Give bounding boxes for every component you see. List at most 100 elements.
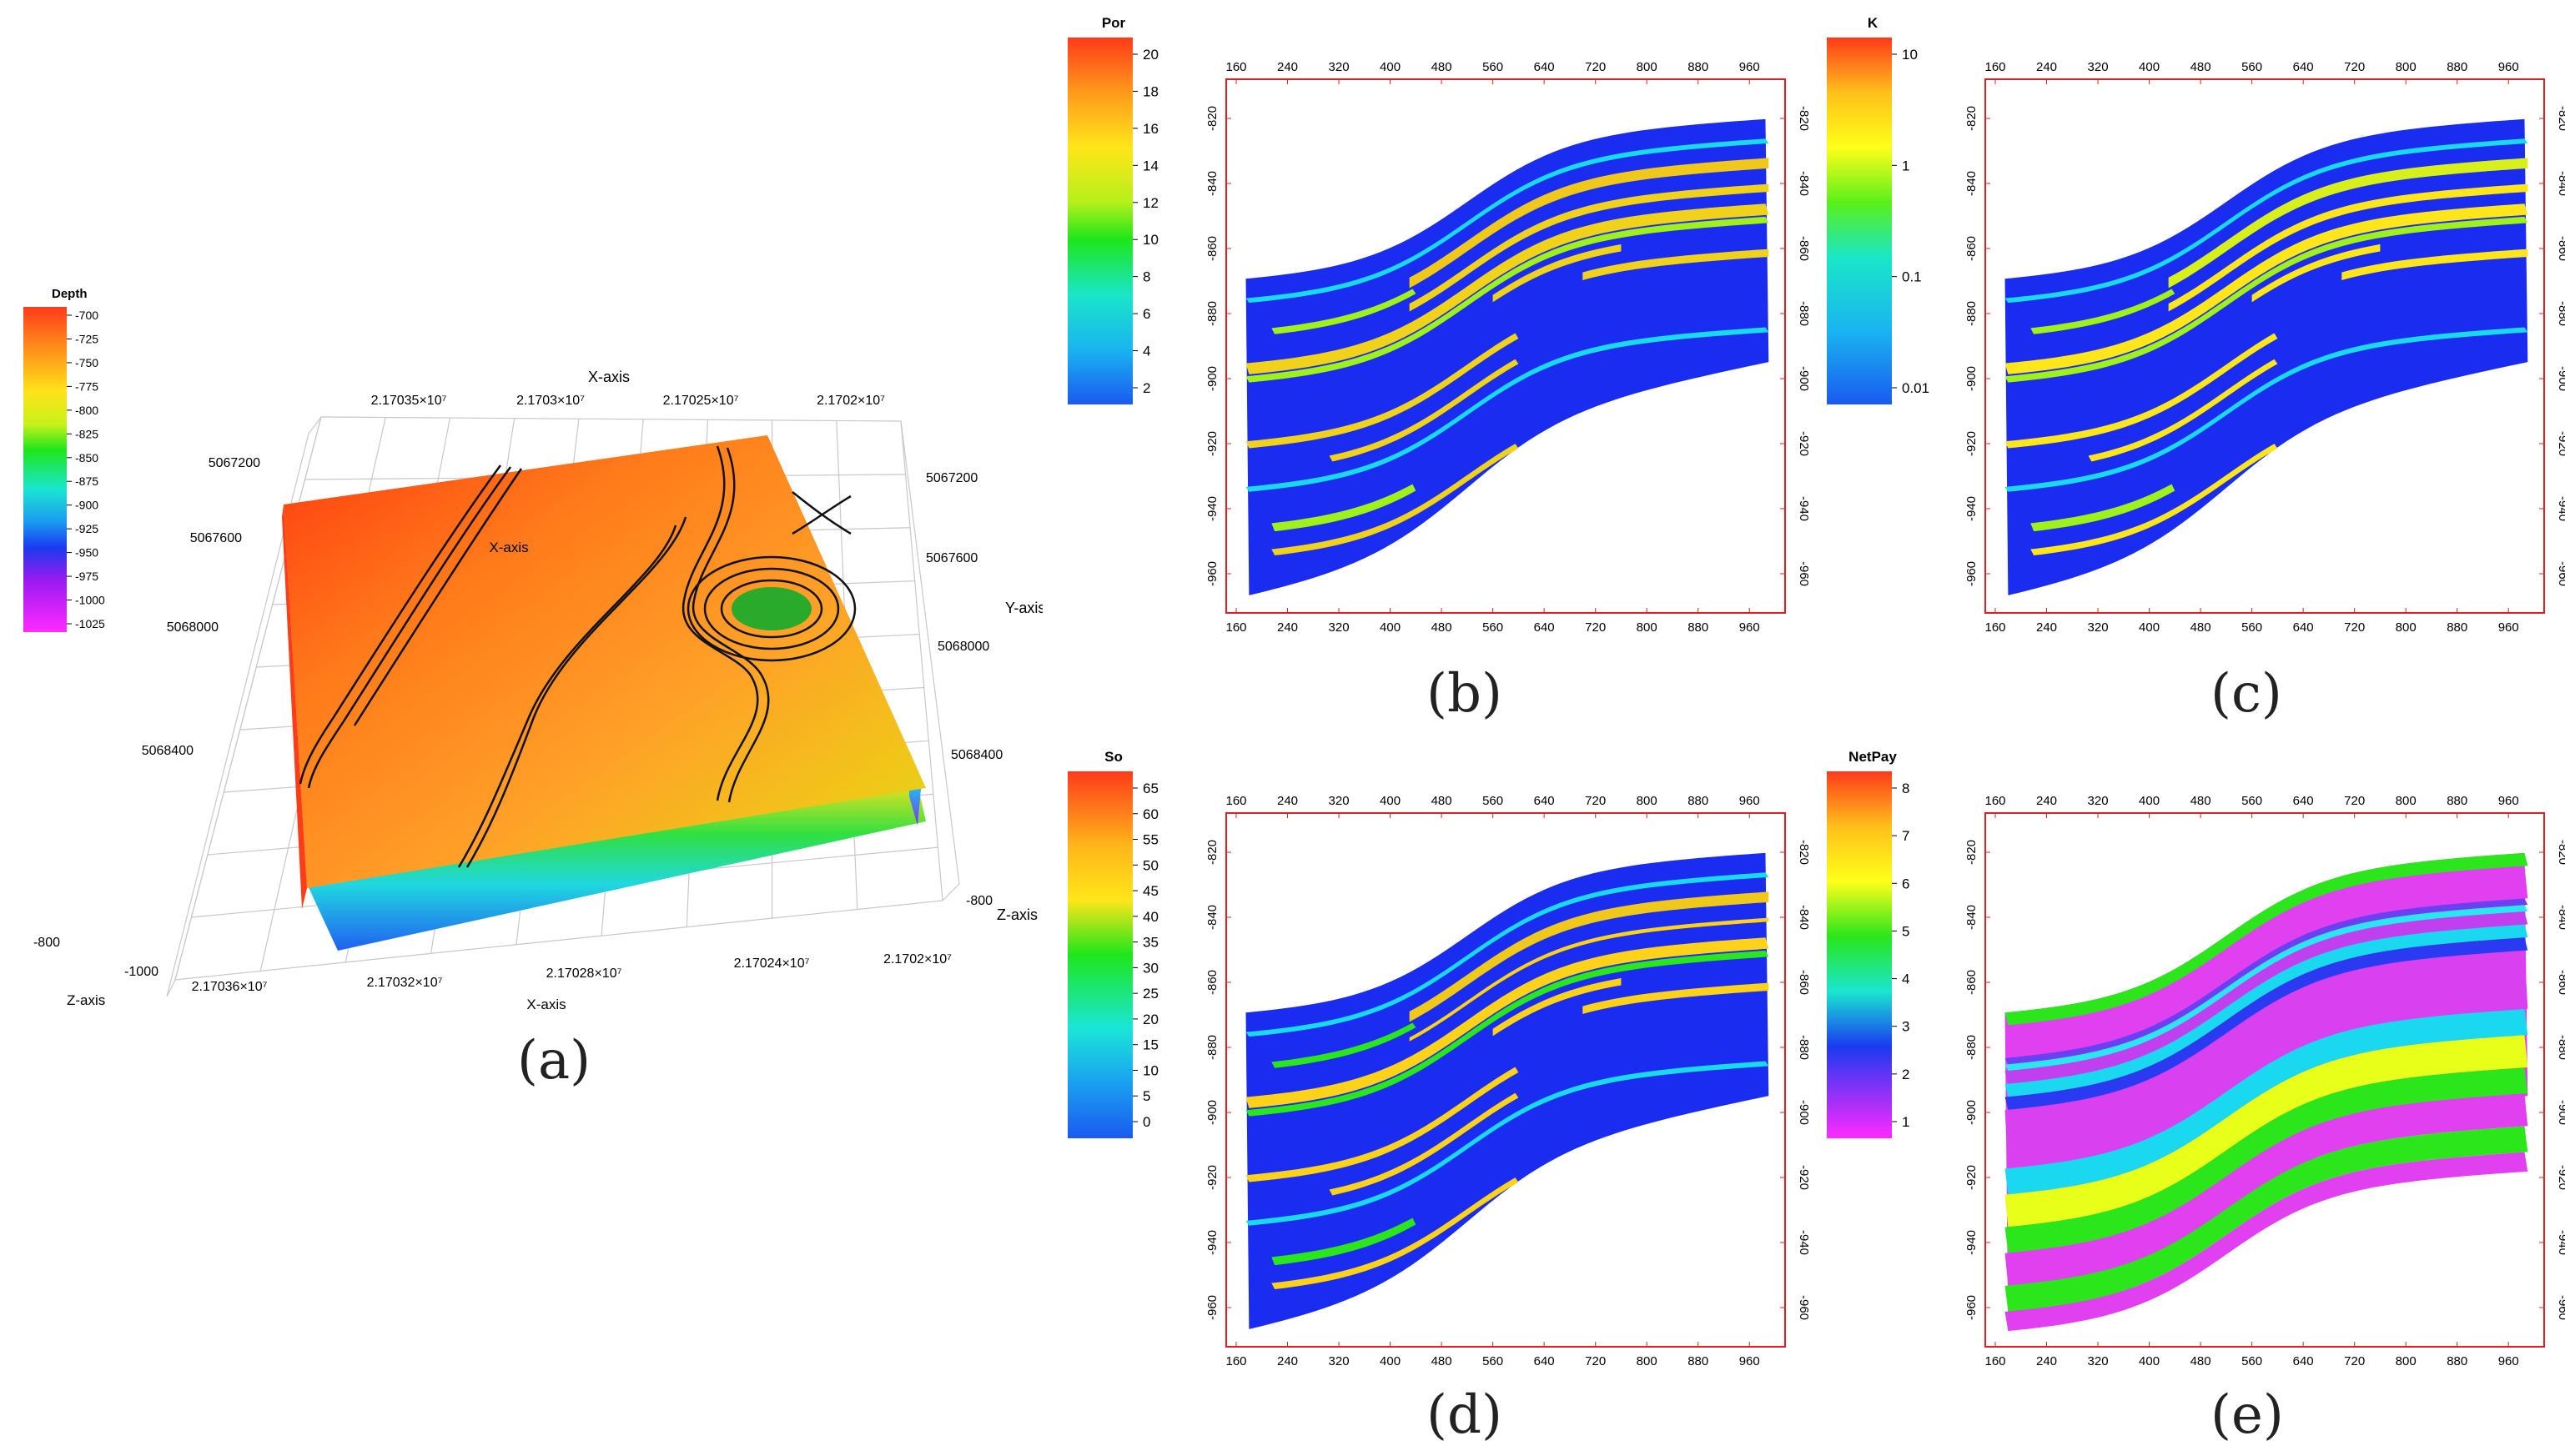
layer-band (2004, 1035, 2528, 1228)
x-tick-bottom: 960 (2498, 1354, 2519, 1368)
y-tick-right: -880 (1797, 1035, 1810, 1060)
x-tick-top: 960 (1739, 60, 1760, 74)
layer-band (1271, 1022, 1416, 1068)
layer-band (1329, 359, 1519, 462)
colorbar-tick-label: 10 (1902, 47, 1918, 63)
colorbar-tick-label: 12 (1143, 195, 1159, 211)
x-tick-bottom: 880 (2447, 620, 2467, 634)
x-tick-top: 160 (1984, 60, 2005, 74)
y-right-tick-label: 5068000 (938, 640, 989, 654)
x-tick-bottom: 240 (2036, 620, 2057, 634)
x-tick-bottom: 560 (2241, 1354, 2262, 1368)
reservoir-left-face (282, 505, 307, 909)
colorbar-e (1827, 771, 1892, 1138)
y-left-tick-label: 5068400 (142, 744, 194, 758)
layer-band (1271, 289, 1416, 334)
panel-d-label: (d) (1426, 1384, 1502, 1446)
y-tick-left: -860 (1205, 970, 1220, 995)
x-tick-bottom: 400 (2139, 1354, 2160, 1368)
z-axis-left-tick-0: -800 (33, 936, 60, 950)
colorbar-tick-label: 14 (1143, 158, 1159, 173)
y-tick-left: -960 (1964, 561, 1979, 586)
y-tick-left: -840 (1964, 905, 1979, 930)
colorbar-tick-label: 10 (1143, 232, 1159, 248)
colorbar-tick-label: 5 (1902, 923, 1909, 939)
layer-band (2030, 484, 2175, 532)
depth-colorbar (23, 307, 67, 632)
colorbar-tick-label: 15 (1143, 1037, 1159, 1053)
x-tick-top: 560 (1482, 60, 1503, 74)
y-tick-right: -940 (1797, 496, 1810, 521)
x-tick-top: 800 (1637, 60, 1657, 74)
x-tick-top: 240 (2036, 794, 2057, 808)
y-tick-left: -820 (1205, 840, 1220, 865)
x-tick-bottom: 640 (1534, 620, 1555, 634)
colorbar-tick-label: 4 (1143, 344, 1150, 359)
dome-green-region (732, 587, 812, 630)
y-tick-left: -920 (1205, 431, 1220, 456)
reservoir-body-b (1245, 118, 1769, 595)
layer-band (1409, 183, 1769, 312)
y-tick-left: -940 (1205, 496, 1220, 521)
x-top-tick-label: 2.1702×10⁷ (817, 394, 885, 408)
x-tick-top: 480 (1431, 60, 1452, 74)
y-tick-right: -920 (2556, 431, 2565, 456)
depth-colorbar-ticks: -700 -725 -750 -775 -800 -825 -850 -875 -900 -925… (67, 309, 105, 630)
x-tick-bottom: 960 (1739, 620, 1760, 634)
colorbar-tick-label: 20 (1143, 1012, 1159, 1027)
x-tick-top: 240 (1277, 794, 1298, 808)
x-tick-top: 880 (2447, 60, 2467, 74)
y-left-tick-label: 5068000 (167, 620, 219, 635)
colorbar-tick-label: 16 (1143, 121, 1159, 137)
x-tick-bottom: 560 (2241, 620, 2262, 634)
x-bottom-tick-label: 2.1702×10⁷ (883, 952, 952, 966)
y-tick-left: -880 (1205, 301, 1220, 326)
depth-tick-label: -900 (75, 499, 98, 512)
layer-band (1409, 917, 1769, 1042)
x-tick-top: 320 (2088, 60, 2109, 74)
x-tick-bottom: 640 (1534, 1354, 1555, 1368)
x-tick-top: 720 (1585, 794, 1606, 808)
y-tick-left: -920 (1205, 1165, 1220, 1190)
y-tick-left: -820 (1964, 106, 1979, 131)
x-tick-bottom: 640 (2293, 620, 2314, 634)
colorbar-tick-label: 60 (1143, 806, 1159, 822)
x-tick-bottom: 960 (1739, 1354, 1760, 1368)
colorbar-tick-label: 18 (1143, 83, 1159, 99)
colorbar-tick-label: 55 (1143, 832, 1159, 848)
y-left-tick-label: 5067200 (209, 456, 260, 470)
colorbar-tick-label: 5 (1143, 1088, 1150, 1104)
panel-a-svg: Depth -700 -725 -750 -775 -800 -825 -850 -875 -9… (23, 287, 1045, 1012)
y-tick-right: -820 (2556, 840, 2565, 865)
x-tick-top: 720 (2344, 60, 2365, 74)
panel-d-svg: So65605550454035302520151050160160240240… (1068, 749, 1811, 1368)
y-tick-left: -960 (1205, 561, 1220, 586)
colorbar-tick-label: 1 (1902, 158, 1909, 173)
x-tick-bottom: 720 (2344, 1354, 2365, 1368)
layer-band (2030, 289, 2175, 334)
layer-band (1245, 203, 1769, 374)
colorbar-tick-label: 2 (1143, 380, 1150, 396)
x-tick-top: 640 (2293, 794, 2314, 808)
y-tick-right: -840 (1797, 171, 1810, 196)
y-right-tick-label: 5068400 (951, 748, 1003, 762)
depth-tick-label: -1025 (75, 617, 105, 630)
y-tick-right: -940 (2556, 496, 2565, 521)
x-tick-bottom: 720 (1585, 1354, 1606, 1368)
depth-tick-label: -875 (75, 474, 98, 488)
x-tick-bottom: 320 (1329, 620, 1350, 634)
x-tick-top: 480 (2190, 794, 2211, 808)
colorbar-tick-label: 10 (1143, 1062, 1159, 1078)
y-tick-left: -960 (1205, 1295, 1220, 1320)
y-tick-right: -920 (1797, 431, 1810, 456)
x-tick-bottom: 880 (1687, 1354, 1708, 1368)
y-tick-right: -900 (2556, 1100, 2565, 1125)
x-tick-top: 720 (1585, 60, 1606, 74)
layer-band (2004, 937, 2528, 1110)
x-axis-title-bottom-label: X-axis (526, 997, 566, 1012)
y-tick-right: -900 (1797, 1100, 1810, 1125)
x-tick-bottom: 480 (1431, 620, 1452, 634)
x-tick-bottom: 160 (1225, 620, 1246, 634)
y-axis-left-ticks: 5067200 5067600 5068000 5068400 (142, 456, 260, 758)
colorbar-tick-label: 6 (1902, 876, 1909, 891)
